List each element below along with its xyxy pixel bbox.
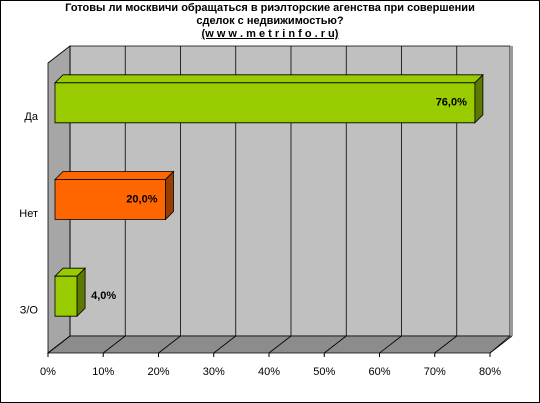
grid-line — [158, 335, 181, 354]
grid-line — [268, 335, 292, 354]
chart-title: Готовы ли москвичи обращаться в риэлторс… — [65, 2, 475, 27]
grid-line — [324, 335, 347, 354]
x-tick-label: 40% — [258, 366, 280, 378]
y-tick-label: Да — [24, 111, 38, 123]
grid-line — [379, 335, 402, 354]
value-label: 20,0% — [126, 193, 157, 205]
bar — [54, 267, 87, 318]
grid-line — [103, 335, 126, 354]
y-tick-label: Нет — [19, 208, 38, 220]
x-tick-label: 80% — [479, 366, 501, 378]
floor — [46, 335, 512, 354]
bar — [54, 73, 484, 124]
x-tick-label: 0% — [40, 366, 56, 378]
x-tick-label: 60% — [368, 366, 390, 378]
bar-front — [54, 275, 78, 317]
bar-top — [54, 74, 484, 84]
bar-front — [54, 82, 476, 124]
title-block: Готовы ли москвичи обращаться в риэлторс… — [60, 2, 480, 41]
value-label: 76,0% — [436, 97, 467, 109]
x-tick-label: 30% — [203, 366, 225, 378]
grid-line — [489, 335, 513, 354]
grid-line — [434, 335, 457, 354]
grid-line — [213, 335, 236, 354]
x-tick-label: 70% — [424, 366, 446, 378]
chart-subtitle: (w w w . m e t r i n f o . r u) — [201, 28, 339, 40]
x-tick-label: 20% — [147, 366, 169, 378]
bar-top — [54, 171, 175, 180]
bar — [54, 170, 175, 221]
y-tick-label: З/О — [20, 305, 39, 317]
x-tick-label: 50% — [313, 366, 335, 378]
bar-end — [76, 267, 86, 318]
bar-end — [165, 170, 174, 221]
bar-end — [474, 73, 484, 124]
grid-line — [47, 335, 71, 354]
x-tick-label: 10% — [92, 366, 114, 378]
value-label: 4,0% — [91, 290, 116, 302]
